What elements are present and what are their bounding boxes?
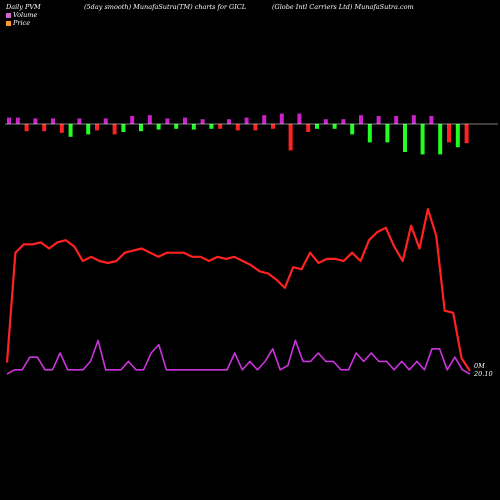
volume-end-label: 0M bbox=[474, 362, 485, 370]
pvm-bar bbox=[165, 118, 170, 124]
pvm-bar bbox=[103, 118, 108, 124]
pvm-bar bbox=[77, 118, 82, 124]
pvm-bar bbox=[350, 124, 355, 135]
pvm-bar bbox=[297, 113, 302, 124]
pvm-bar bbox=[15, 117, 20, 124]
legend-volume-label: Volume bbox=[13, 11, 38, 19]
pvm-bar bbox=[235, 124, 240, 131]
pvm-bar bbox=[95, 124, 99, 131]
pvm-bar bbox=[279, 113, 284, 124]
pvm-bar bbox=[306, 124, 311, 132]
pvm-bar bbox=[59, 124, 64, 133]
pvm-bar bbox=[227, 119, 231, 124]
pvm-bar bbox=[156, 124, 161, 130]
pvm-bar bbox=[262, 115, 267, 124]
legend-price-label: Price bbox=[13, 19, 31, 27]
legend-volume: Volume bbox=[6, 11, 37, 19]
pvm-bar bbox=[174, 124, 179, 129]
pvm-bar bbox=[121, 124, 126, 132]
chart-header-middle: (5day smooth) MunafaSutra(TM) charts for… bbox=[84, 3, 247, 11]
pvm-bar bbox=[271, 124, 275, 129]
pvm-bar bbox=[112, 124, 117, 135]
legend-price: Price bbox=[6, 19, 30, 27]
chart-header-right: (Globe Intl Carriers Ltd) MunafaSutra.co… bbox=[272, 3, 414, 11]
pvm-bar bbox=[51, 118, 55, 124]
pvm-bar bbox=[253, 124, 258, 131]
pvm-bar bbox=[332, 124, 337, 129]
pvm-bar bbox=[455, 124, 460, 148]
volume-line bbox=[6, 339, 471, 375]
pvm-bar bbox=[403, 124, 407, 152]
pvm-bar bbox=[68, 124, 73, 137]
pvm-bar bbox=[411, 115, 416, 124]
pvm-bar bbox=[183, 117, 187, 124]
legend-volume-swatch bbox=[6, 12, 11, 18]
pvm-bar bbox=[288, 124, 293, 151]
pvm-bar bbox=[315, 124, 319, 129]
pvm-bar bbox=[376, 116, 381, 124]
pvm-bar bbox=[7, 117, 11, 124]
pvm-bar bbox=[464, 124, 469, 144]
pvm-bar bbox=[438, 124, 443, 155]
pvm-bar bbox=[130, 116, 135, 124]
pvm-bar bbox=[447, 124, 451, 143]
pvm-bars bbox=[7, 113, 469, 155]
chart-header-left: Daily PVM bbox=[6, 3, 41, 11]
pvm-bar bbox=[367, 124, 372, 143]
pvm-bar bbox=[420, 124, 425, 155]
pvm-bar bbox=[323, 119, 328, 124]
price-line bbox=[5, 208, 471, 372]
pvm-bar bbox=[429, 116, 434, 124]
pvm-bar bbox=[42, 124, 47, 132]
pvm-bar bbox=[394, 116, 399, 124]
pvm-bar bbox=[359, 115, 363, 124]
pvm-bar bbox=[191, 124, 196, 130]
price-end-label: 20.10 bbox=[473, 370, 493, 378]
pvm-bar bbox=[24, 124, 29, 132]
pvm-bar bbox=[385, 124, 390, 143]
pvm-bar bbox=[244, 117, 249, 124]
pvm-bar bbox=[139, 124, 143, 132]
legend-price-swatch bbox=[6, 20, 11, 26]
pvm-bar bbox=[33, 118, 38, 124]
pvm-bar bbox=[147, 115, 152, 124]
pvm-bar bbox=[341, 119, 346, 124]
pvm-bar bbox=[209, 124, 214, 129]
pvm-bar bbox=[200, 119, 205, 124]
pvm-bar bbox=[218, 124, 223, 129]
pvm-bar bbox=[86, 124, 91, 135]
